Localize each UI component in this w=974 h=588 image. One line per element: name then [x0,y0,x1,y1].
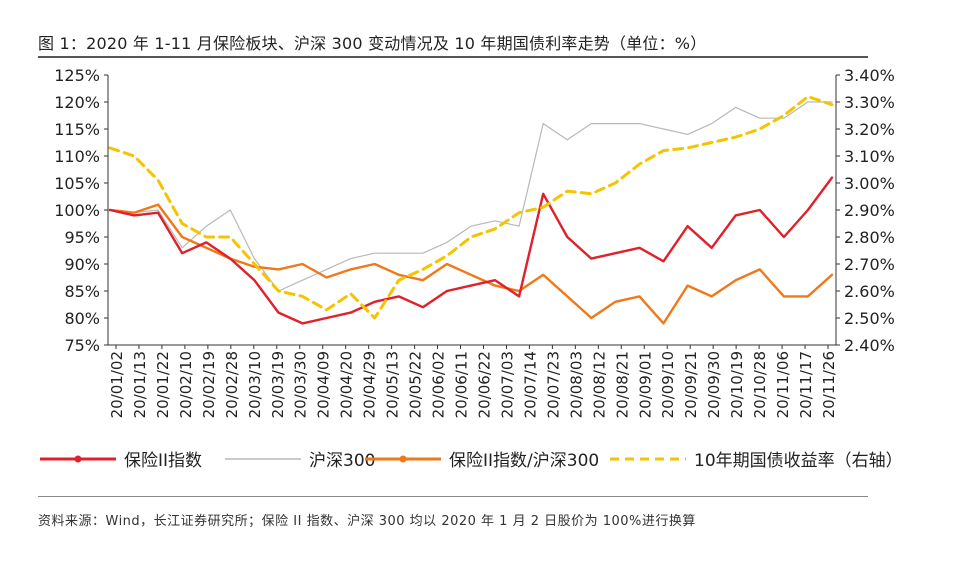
x-tick-label: 20/05/22 [407,351,425,418]
series-line-insurance [108,176,834,325]
chart-legend: 保险II指数 沪深300 保险II指数/沪深300 10年期国债收益率（右轴） [20,446,960,476]
legend-label-yield: 10年期国债收益率（右轴） [694,451,903,471]
left-tick-label: 110% [54,147,100,166]
left-tick-label: 100% [54,201,100,220]
x-tick-label: 20/04/29 [361,351,379,418]
series-line-ratio [108,203,834,325]
series-line-yield [108,95,834,320]
legend-item-yield: 10年期国债收益率（右轴） [610,446,903,471]
x-tick-label: 20/10/19 [728,351,746,418]
x-tick-label: 20/07/14 [521,351,539,418]
x-tick-label: 20/11/26 [820,351,838,418]
x-tick-label: 20/06/22 [475,351,493,418]
right-tick-label: 3.30% [844,93,895,112]
x-tick-label: 20/11/06 [774,351,792,418]
x-tick-label: 20/04/20 [338,351,356,418]
right-tick-label: 3.40% [844,66,895,85]
x-tick-label: 20/09/21 [682,351,700,418]
x-tick-label: 20/09/01 [636,351,654,418]
legend-label-insurance: 保险II指数 [124,451,203,471]
legend-swatch-insurance [40,455,116,462]
source-divider [38,496,868,497]
legend-item-ratio: 保险II指数/沪深300 [365,446,599,471]
right-tick-label: 3.10% [844,147,895,166]
x-tick-label: 20/08/21 [613,351,631,418]
left-tick-label: 105% [54,174,100,193]
right-tick-label: 2.90% [844,201,895,220]
x-tick-label: 20/08/03 [567,351,585,418]
left-tick-label: 75% [64,336,100,355]
legend-item-csi300: 沪深300 [225,446,375,471]
x-tick-label: 20/06/02 [430,351,448,418]
title-divider [38,56,868,58]
x-tick-label: 20/02/10 [177,351,195,418]
x-tick-label: 20/09/30 [705,351,723,418]
source-note: 资料来源：Wind，长江证券研究所；保险 II 指数、沪深 300 均以 202… [38,514,696,529]
x-tick-label: 20/07/03 [498,351,516,418]
right-tick-label: 2.80% [844,228,895,247]
left-tick-label: 120% [54,93,100,112]
legend-label-csi300: 沪深300 [309,451,376,471]
chart-title: 图 1：2020 年 1-11 月保险板块、沪深 300 变动情况及 10 年期… [38,34,707,53]
right-tick-label: 2.60% [844,282,895,301]
left-tick-label: 90% [64,255,100,274]
legend-swatch-ratio [365,455,441,462]
x-tick-label: 20/03/10 [246,351,264,418]
right-tick-label: 2.70% [844,255,895,274]
x-tick-label: 20/04/09 [315,351,333,418]
left-tick-label: 125% [54,66,100,85]
x-tick-label: 20/06/11 [453,351,471,418]
x-tick-label: 20/05/13 [384,351,402,418]
x-tick-label: 20/11/17 [797,351,815,418]
x-tick-label: 20/07/23 [544,351,562,418]
x-tick-label: 20/10/28 [751,351,769,418]
right-tick-label: 2.40% [844,336,895,355]
series-line-csi300 [109,101,833,292]
x-tick-label: 20/01/13 [131,351,149,418]
legend-swatch-yield [610,457,686,460]
legend-item-insurance: 保险II指数 [40,446,202,471]
left-tick-label: 85% [64,282,100,301]
left-tick-label: 80% [64,309,100,328]
right-tick-label: 3.20% [844,120,895,139]
x-tick-label: 20/02/28 [223,351,241,418]
x-tick-label: 20/08/12 [590,351,608,418]
legend-label-ratio: 保险II指数/沪深300 [449,451,600,471]
x-tick-label: 20/02/19 [200,351,218,418]
line-chart: 125% 120% 115% 110% 105% 100% 95% 90% 85% 80% 75% 3… [54,66,895,418]
left-tick-label: 95% [64,228,100,247]
right-tick-label: 3.00% [844,174,895,193]
x-tick-label: 20/01/22 [154,351,172,418]
right-tick-label: 2.50% [844,309,895,328]
x-tick-label: 20/01/02 [108,351,126,418]
x-tick-label: 20/03/30 [292,351,310,418]
x-tick-label: 20/03/19 [269,351,287,418]
left-tick-label: 115% [54,120,100,139]
x-tick-label: 20/09/10 [659,351,677,418]
legend-swatch-csi300 [225,457,301,460]
